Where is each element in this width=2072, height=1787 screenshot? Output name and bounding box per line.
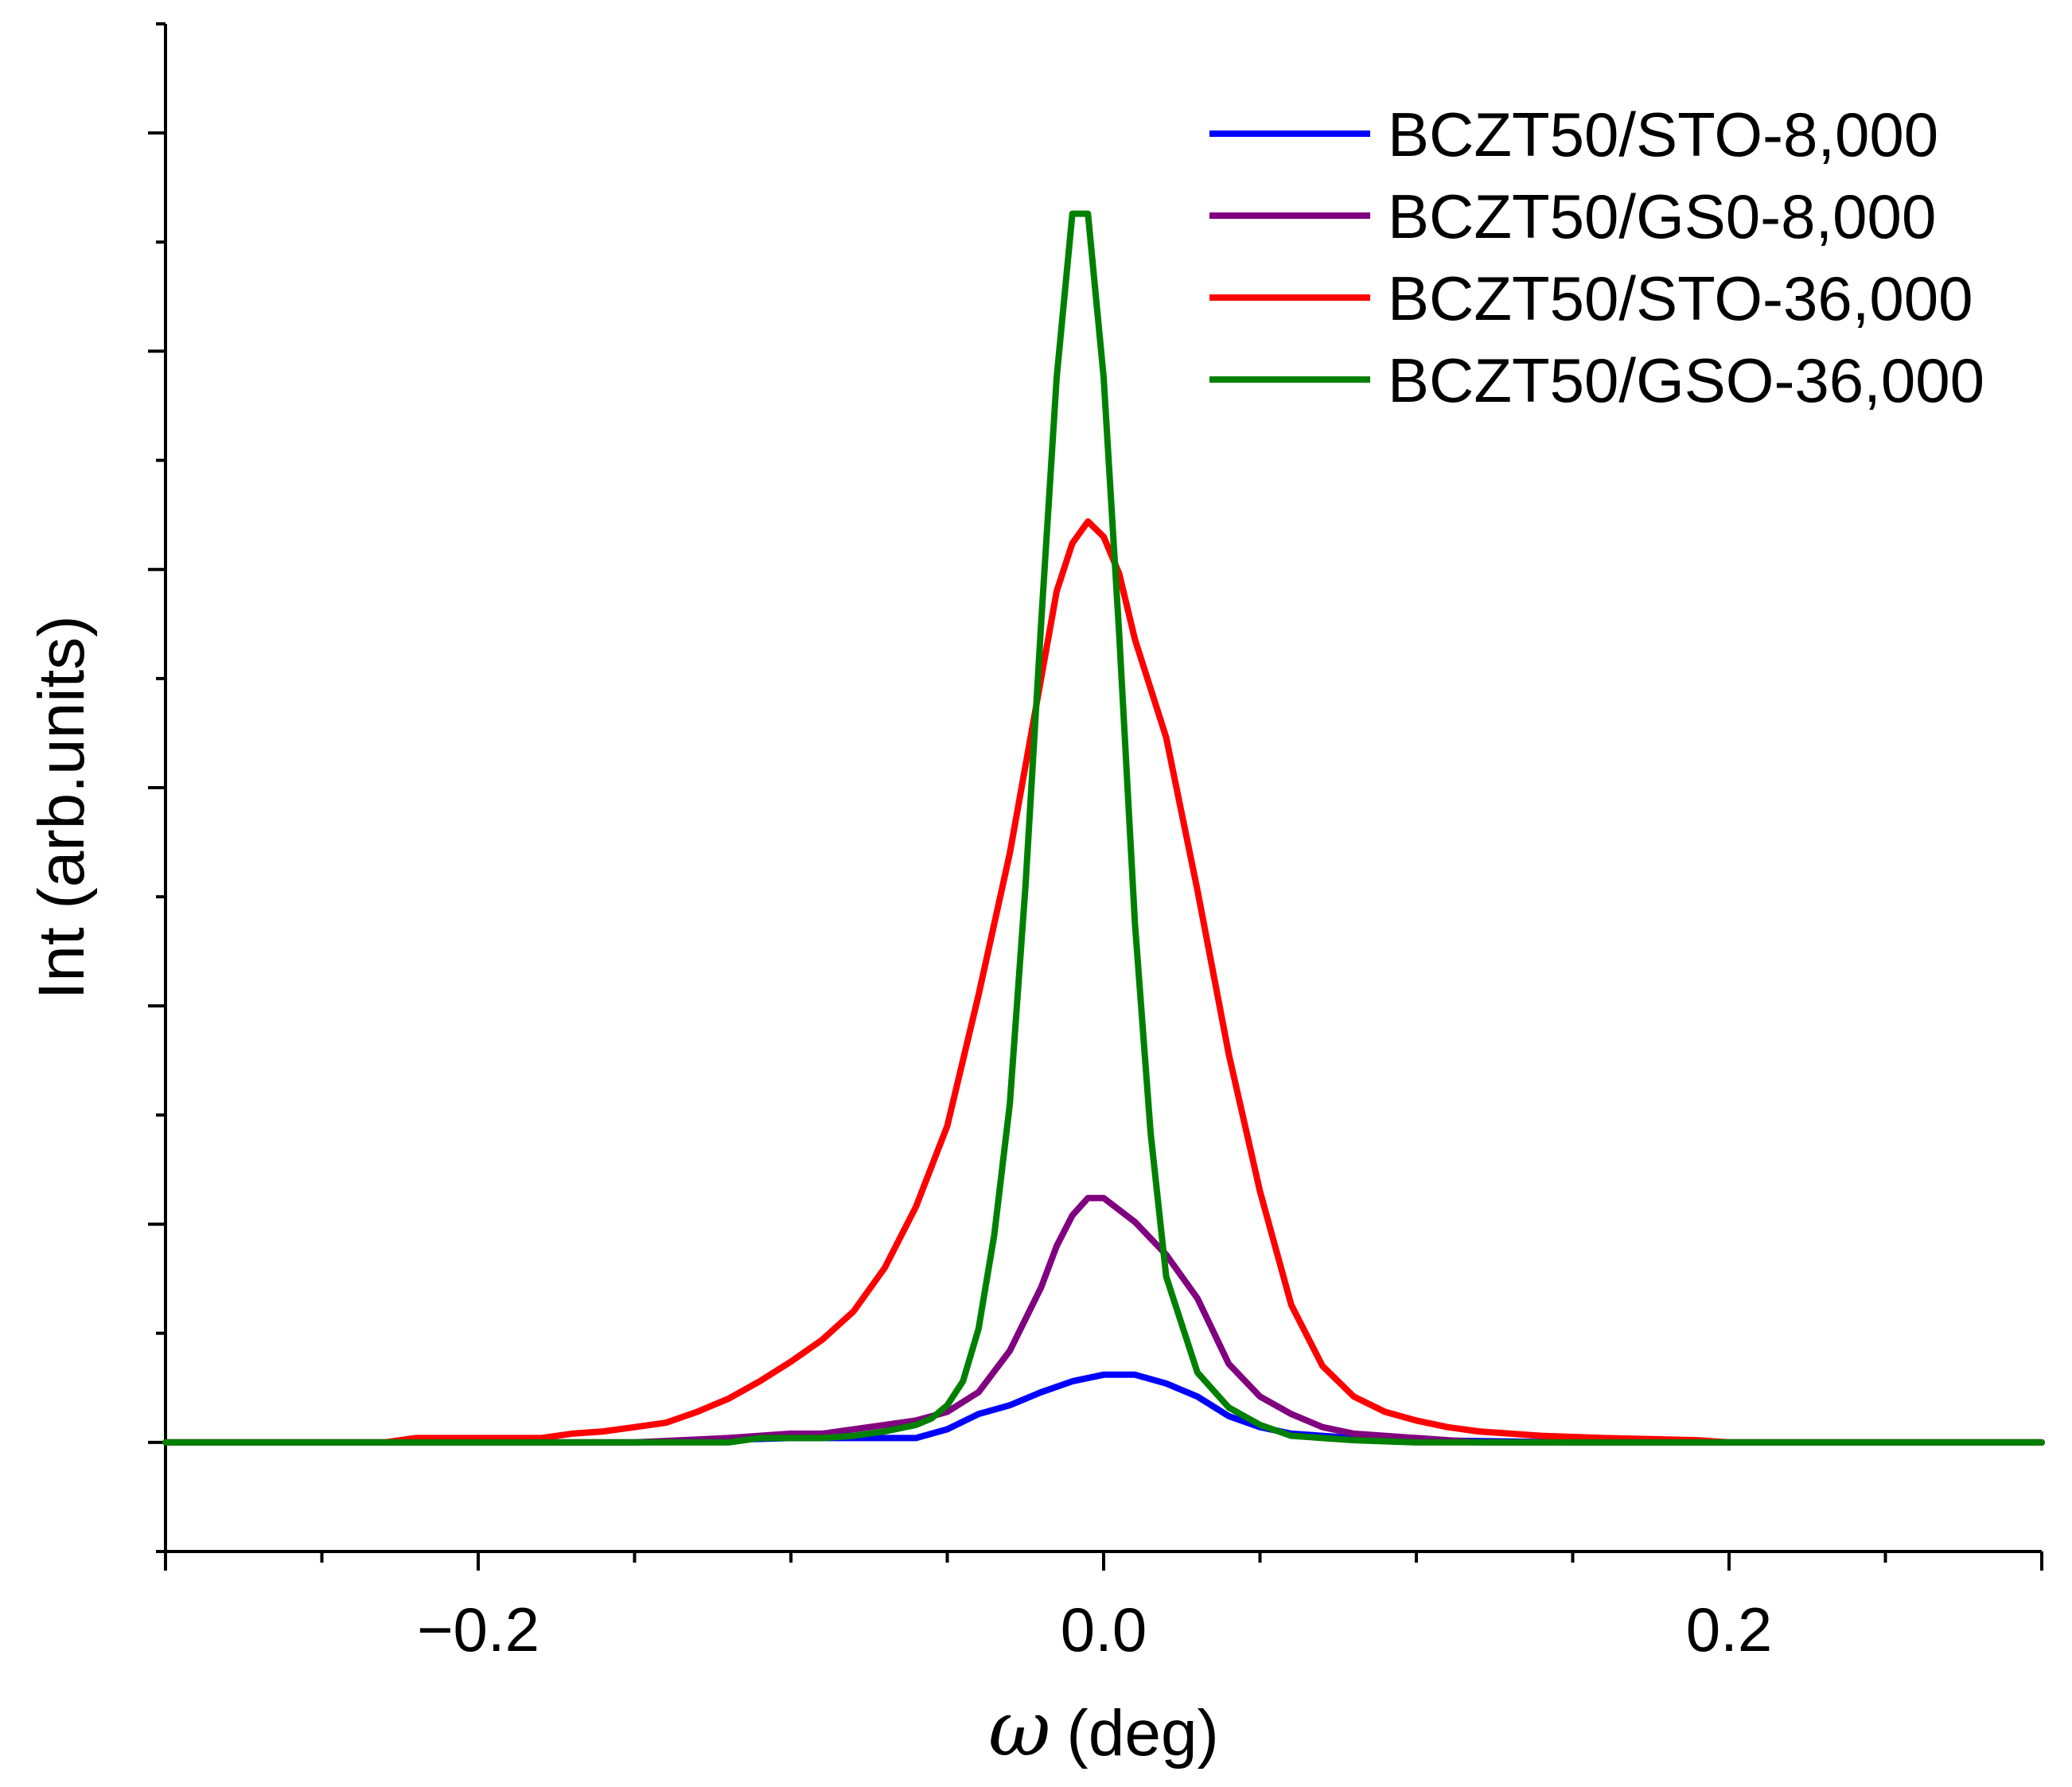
x-tick-labels: −0.2 0.0 0.2 [417,1594,1772,1664]
legend-label: BCZT50/GS0-8,000 [1388,181,1936,251]
legend: BCZT50/STO-8,000 BCZT50/GS0-8,000 BCZT50/S… [1209,99,1984,415]
legend-item: BCZT50/GS0-8,000 [1209,181,1936,251]
legend-item: BCZT50/STO-8,000 [1209,99,1938,169]
x-axis-label: (deg) [1066,1697,1218,1769]
x-tick-label: 0.0 [1061,1594,1147,1664]
plot-area: −0.2 0.0 0.2 [148,22,2045,1664]
x-tick-label: −0.2 [417,1594,539,1664]
x-ticks [164,1551,2043,1571]
omega-symbol: ω [988,1684,1050,1773]
legend-label: BCZT50/STO-8,000 [1388,99,1938,169]
x-axis-title: ω (deg) [988,1684,1219,1773]
series-line-1 [162,1371,2045,1446]
y-ticks [148,22,166,1553]
x-tick-label: 0.2 [1686,1594,1772,1664]
series-line-4 [162,210,2045,1446]
legend-item: BCZT50/GSO-36,000 [1209,345,1984,415]
series-line-2 [162,1194,2045,1446]
y-axis-title: Int (arb.units) [25,615,98,999]
legend-item: BCZT50/STO-36,000 [1209,263,1973,333]
series-line-3 [162,518,2045,1446]
legend-label: BCZT50/STO-36,000 [1388,263,1973,333]
legend-label: BCZT50/GSO-36,000 [1388,345,1984,415]
series-group [162,210,2045,1446]
